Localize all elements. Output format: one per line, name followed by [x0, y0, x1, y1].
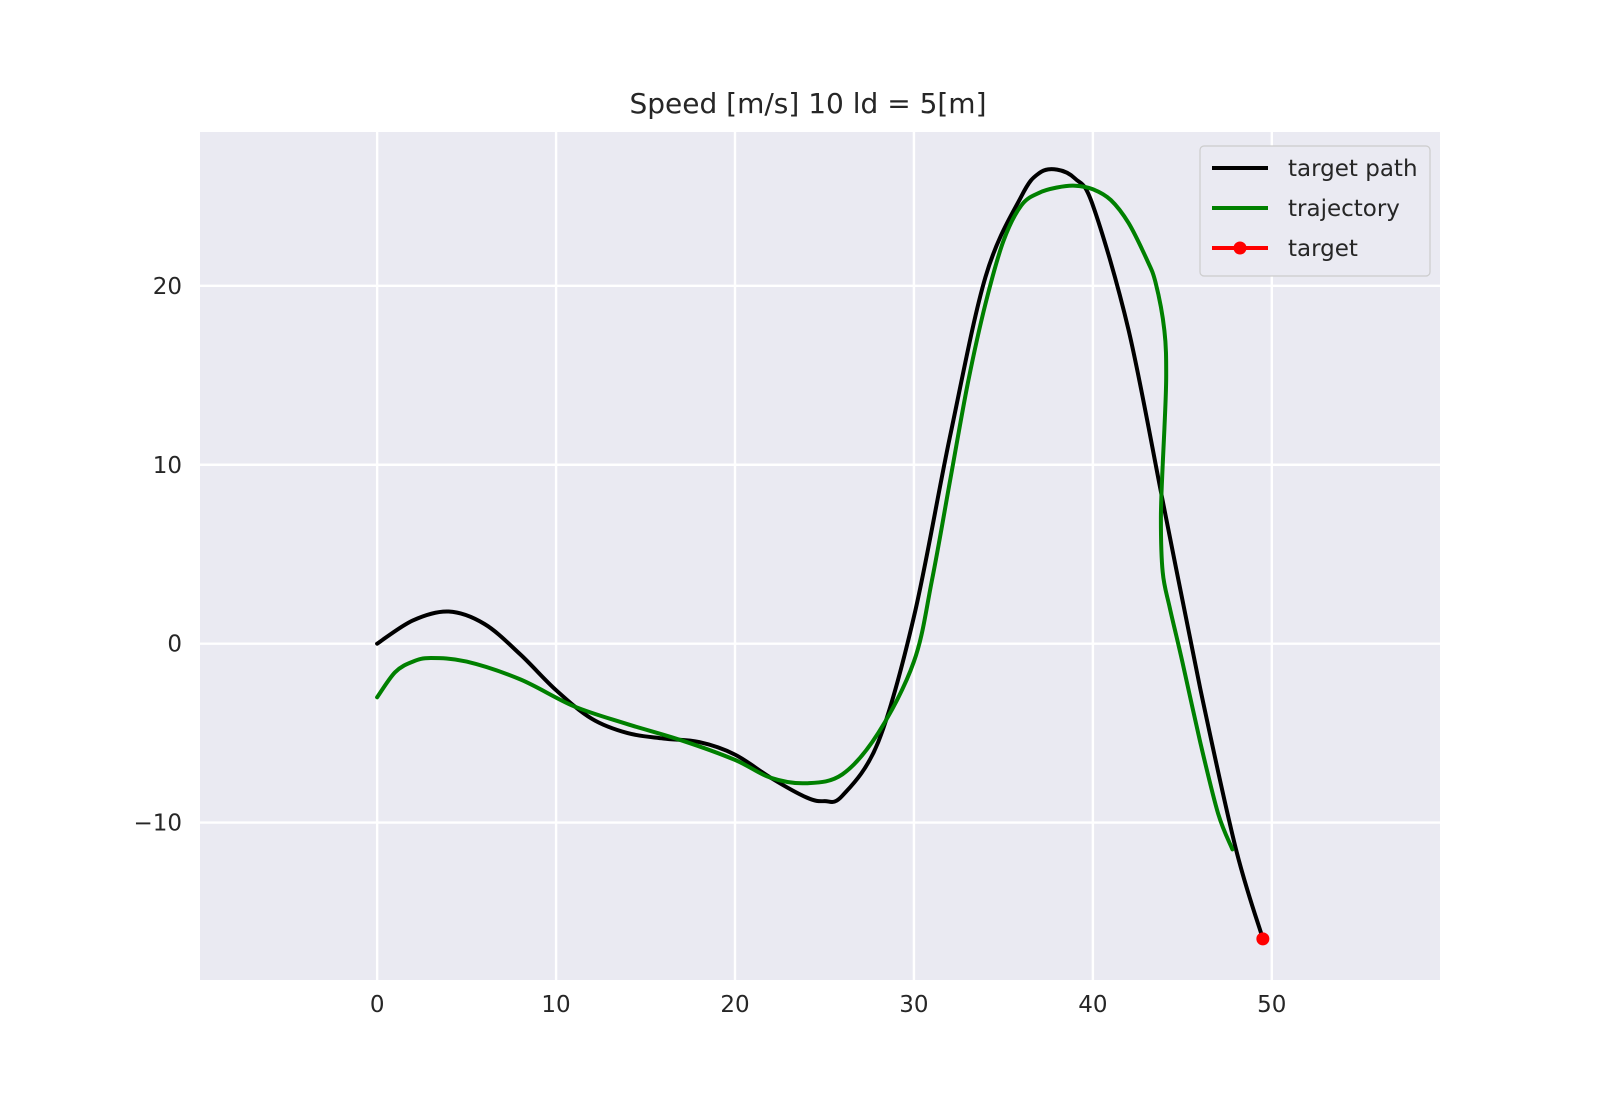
series-lines — [375, 167, 1270, 946]
trajectory-line — [375, 183, 1235, 852]
y-tick-label: 20 — [153, 274, 182, 300]
legend-label-target: target — [1288, 236, 1358, 262]
y-tick-label: −10 — [133, 811, 182, 837]
target-point — [1256, 932, 1270, 946]
legend-label-target-path: target path — [1288, 156, 1418, 182]
y-tick-label: 10 — [153, 453, 182, 479]
grid — [200, 132, 1440, 980]
x-tick-label: 20 — [720, 992, 749, 1018]
legend: target path trajectory target — [1199, 145, 1431, 277]
chart-title: Speed [m/s] 10 ld = 5[m] — [630, 87, 987, 120]
legend-box — [1199, 145, 1431, 277]
legend-label-trajectory: trajectory — [1288, 196, 1400, 222]
axis-ticks: 0 10 20 30 40 50 −10 0 10 20 — [133, 274, 1286, 1018]
target-path-line — [375, 167, 1265, 941]
legend-marker-target — [1233, 241, 1247, 255]
x-tick-label: 40 — [1078, 992, 1107, 1018]
x-tick-label: 10 — [541, 992, 570, 1018]
x-tick-label: 50 — [1257, 992, 1286, 1018]
x-tick-label: 0 — [370, 992, 385, 1018]
y-tick-label: 0 — [167, 632, 182, 658]
x-tick-label: 30 — [899, 992, 928, 1018]
